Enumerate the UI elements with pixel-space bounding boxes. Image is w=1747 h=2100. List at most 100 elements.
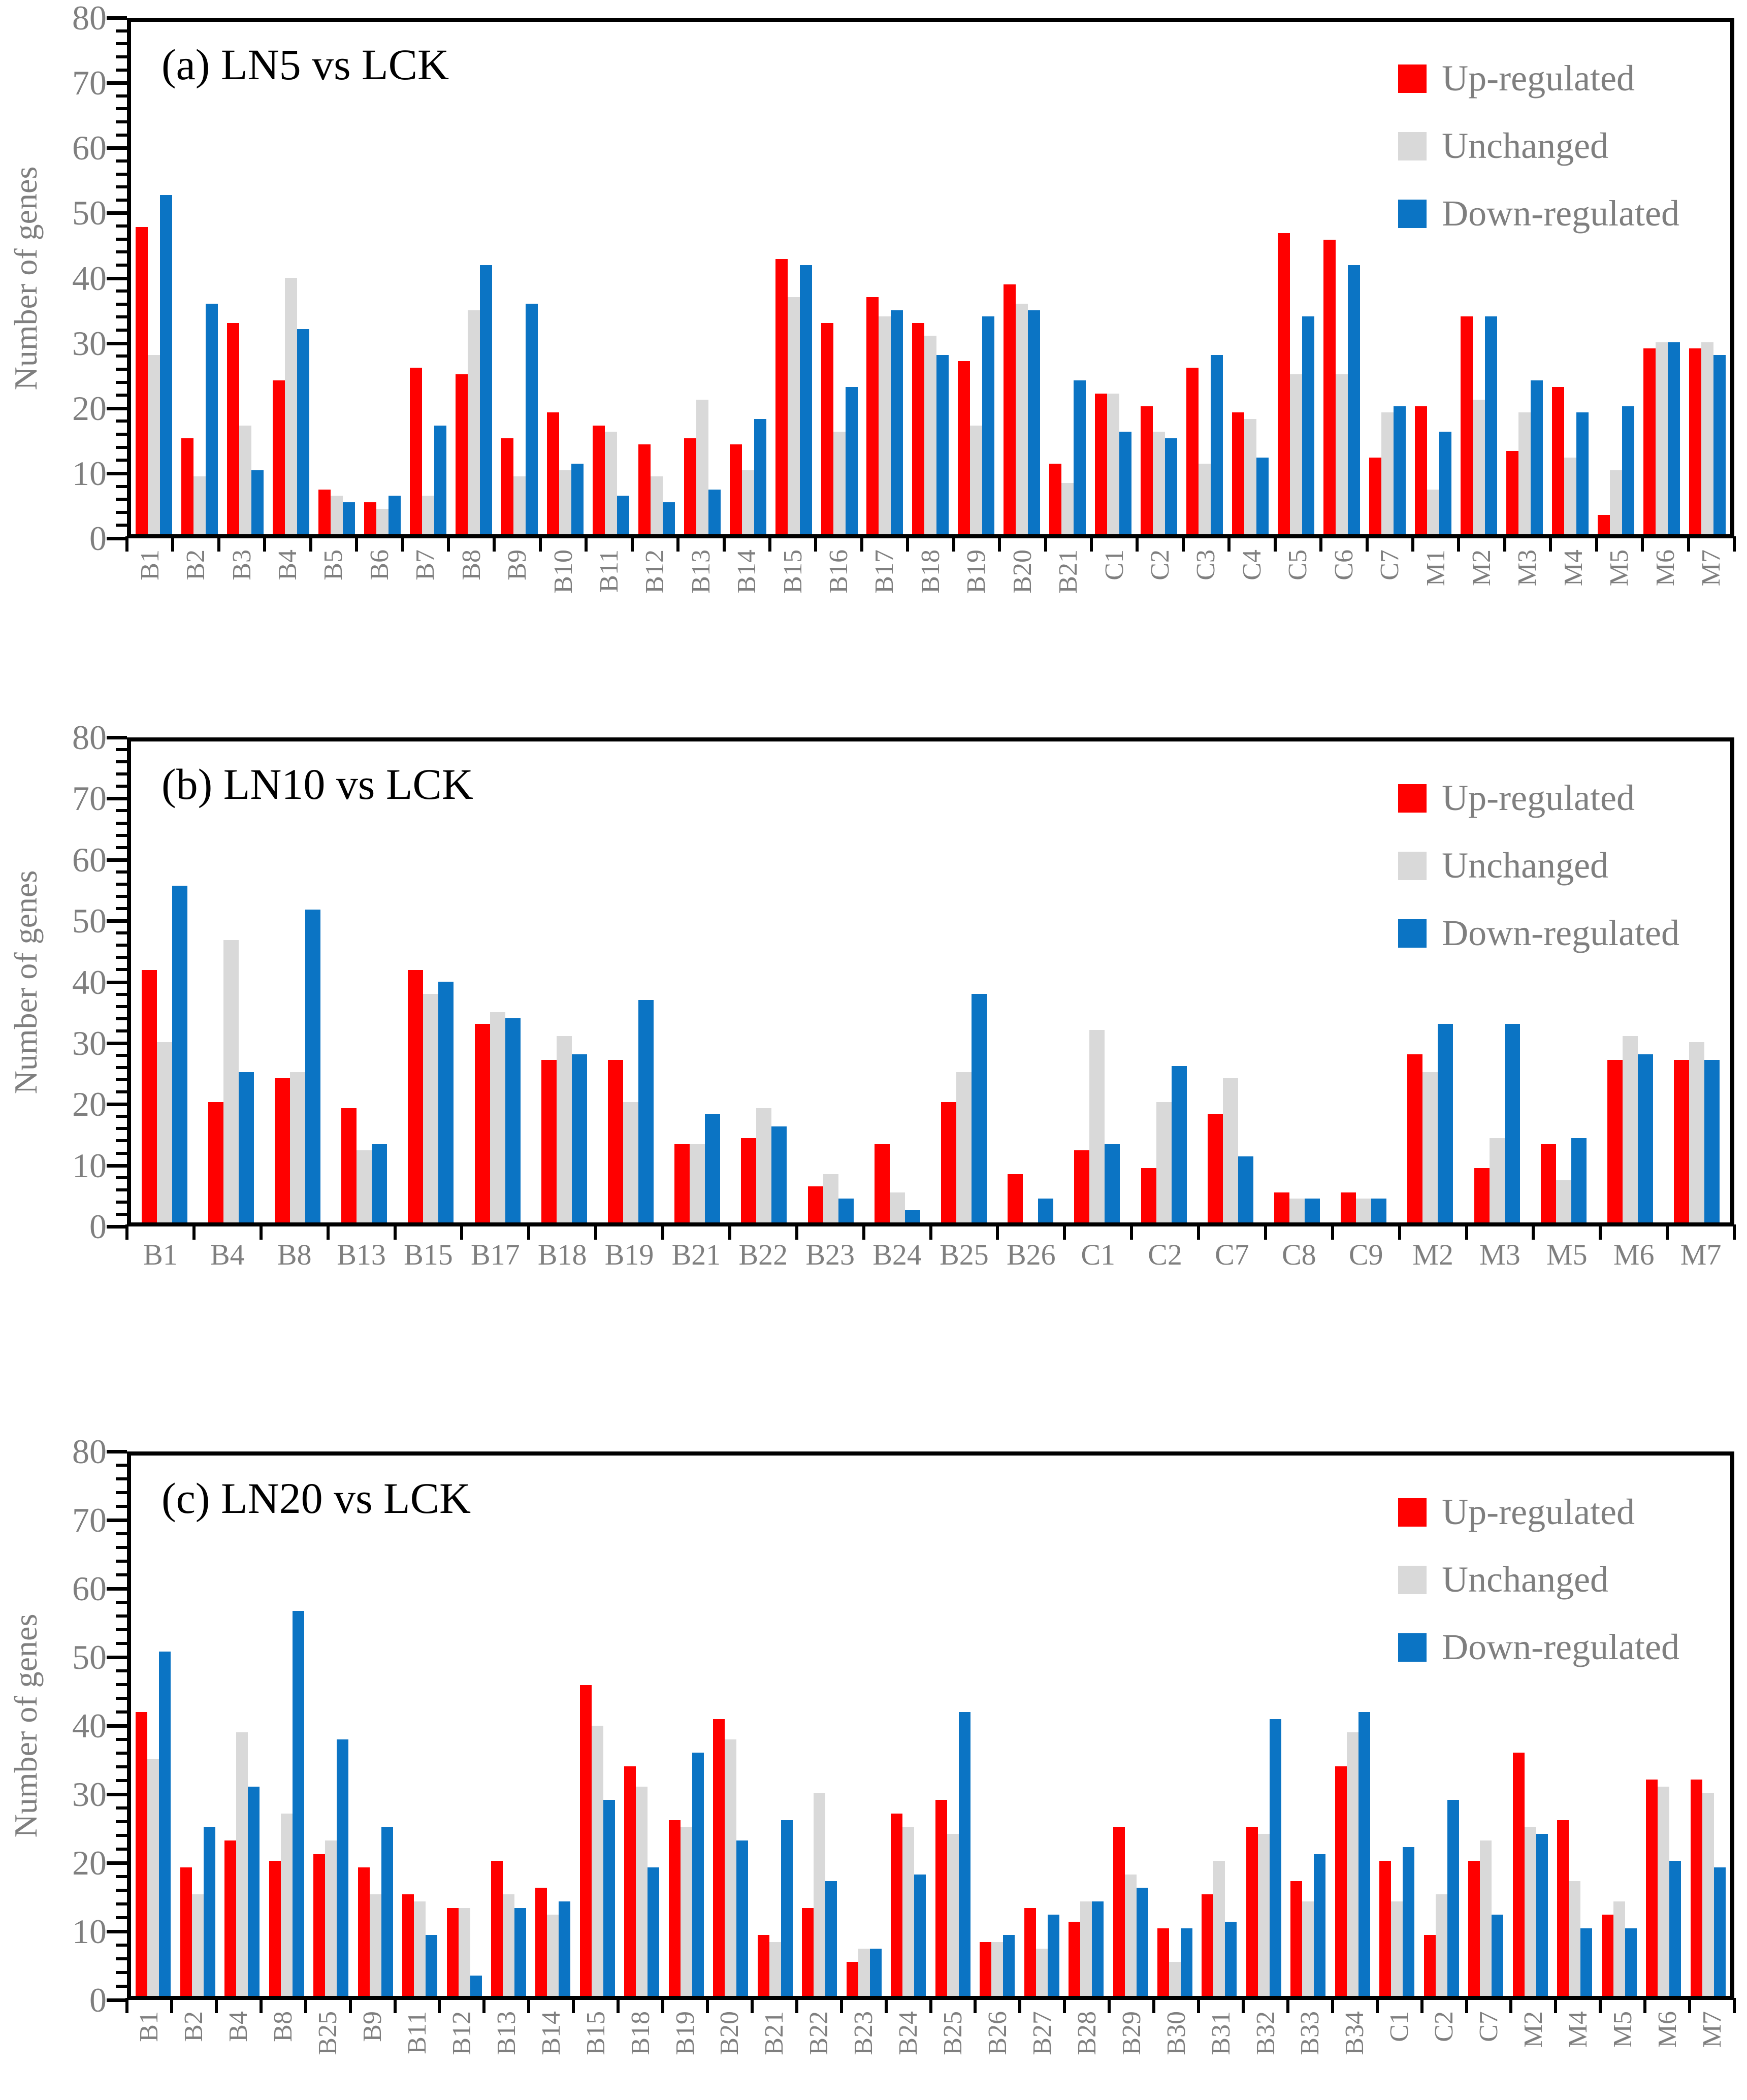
x-category-cell: M6 <box>1600 1238 1667 1304</box>
bar-up-regulated-B17 <box>866 297 879 534</box>
x-category-label: B3 <box>227 550 256 580</box>
y-tick <box>116 498 127 501</box>
bar-up-regulated-B22 <box>741 1138 757 1222</box>
legend-entry: Down-regulated <box>1398 1626 1679 1668</box>
y-tick <box>107 1519 127 1522</box>
x-category-label: B19 <box>670 2011 700 2055</box>
bar-down-regulated-C1 <box>1105 1144 1120 1222</box>
y-tick <box>116 1697 127 1700</box>
bar-group-B8-2 <box>264 910 331 1222</box>
bar-down-regulated-B1 <box>172 886 187 1222</box>
y-tick <box>116 1127 127 1130</box>
x-category-cell: C4 <box>1229 550 1275 682</box>
bar-unchanged-B32 <box>1257 1834 1270 1996</box>
y-tick <box>116 68 127 72</box>
x-category-cell: B24 <box>864 1238 931 1304</box>
x-category-cell: M4 <box>1556 2011 1601 2100</box>
bar-unchanged-B29 <box>1124 1875 1137 1996</box>
bar-down-regulated-B17 <box>891 310 903 534</box>
bar-group-B25-4 <box>309 1739 353 1996</box>
y-tick <box>116 133 127 137</box>
bar-group-C6-26 <box>1319 240 1365 534</box>
bar-group-B14-9 <box>531 1888 575 1996</box>
bar-unchanged-M5 <box>1609 470 1622 534</box>
x-category-label: B15 <box>404 1238 453 1271</box>
bar-unchanged-B30 <box>1169 1962 1181 1996</box>
bar-up-regulated-B12 <box>446 1908 459 1996</box>
bar-up-regulated-M6 <box>1607 1060 1623 1222</box>
bar-unchanged-C1 <box>1107 394 1120 534</box>
bar-unchanged-C2 <box>1435 1894 1447 1996</box>
y-tick <box>107 276 127 280</box>
bar-unchanged-B5 <box>330 496 343 534</box>
bar-group-M2-19 <box>1397 1024 1464 1222</box>
bars-layer <box>131 741 1730 1222</box>
x-category-label: M3 <box>1479 1238 1520 1271</box>
y-tick <box>107 406 127 410</box>
x-category-label: M5 <box>1546 1238 1588 1271</box>
bar-down-regulated-C6 <box>1348 265 1361 534</box>
bar-unchanged-C7 <box>1381 412 1394 534</box>
bar-up-regulated-B25 <box>941 1102 957 1222</box>
bar-up-regulated-M3 <box>1474 1168 1490 1222</box>
bar-down-regulated-B4 <box>297 329 309 534</box>
bar-group-B17-16 <box>862 297 908 534</box>
bar-unchanged-C8 <box>1289 1199 1305 1222</box>
x-category-cell: B33 <box>1288 2011 1333 2100</box>
x-category-cell: B11 <box>586 550 632 682</box>
x-category-cell: B9 <box>350 2011 395 2100</box>
legend-swatch-down-regulated <box>1398 919 1427 948</box>
bar-up-regulated-B26 <box>1008 1174 1023 1222</box>
y-tick <box>116 1066 127 1070</box>
x-category-cell: C8 <box>1266 1238 1333 1304</box>
x-category-cell: C7 <box>1467 2011 1511 2100</box>
y-tick-label: 80 <box>72 718 107 757</box>
x-category-cell: M5 <box>1597 550 1642 682</box>
bar-up-regulated-M7 <box>1690 1780 1702 1996</box>
x-category-label: B15 <box>778 550 807 594</box>
bar-group-B2-1 <box>177 304 222 534</box>
bar-up-regulated-B3 <box>227 323 239 534</box>
panel-title: (c) LN20 vs LCK <box>161 1474 471 1523</box>
bar-unchanged-B15 <box>591 1726 603 1996</box>
x-category-cell: M2 <box>1511 2011 1556 2100</box>
bar-down-regulated-C2 <box>1171 1066 1187 1222</box>
y-tick <box>116 1546 127 1549</box>
bar-down-regulated-B26 <box>1038 1199 1054 1222</box>
bar-down-regulated-C8 <box>1305 1199 1320 1222</box>
x-category-cell: B6 <box>357 550 402 682</box>
bar-unchanged-M3 <box>1489 1138 1505 1222</box>
bar-down-regulated-B8 <box>305 910 320 1222</box>
bar-group-B15-10 <box>575 1685 620 1996</box>
y-tick <box>116 445 127 449</box>
bar-up-regulated-B9 <box>358 1867 370 1996</box>
bar-group-C7-27 <box>1365 406 1410 534</box>
bar-down-regulated-M6 <box>1638 1054 1654 1222</box>
bar-unchanged-B2 <box>193 476 206 534</box>
bar-group-B33-26 <box>1286 1854 1330 1996</box>
bar-down-regulated-B15 <box>603 1800 615 1996</box>
y-tick <box>116 992 127 996</box>
bar-unchanged-B18 <box>556 1036 572 1222</box>
bar-unchanged-M5 <box>1556 1180 1571 1222</box>
bar-down-regulated-B13 <box>372 1144 387 1222</box>
bar-group-B1-0 <box>131 1652 175 1996</box>
bar-down-regulated-B8 <box>292 1611 304 1996</box>
x-category-label: B30 <box>1161 2011 1191 2055</box>
bar-group-B15-4 <box>398 970 464 1222</box>
x-category-label: B5 <box>319 550 348 580</box>
x-category-label: B31 <box>1206 2011 1236 2055</box>
bar-down-regulated-B1 <box>159 1652 171 1996</box>
y-tick <box>116 172 127 176</box>
bar-group-B27-20 <box>1019 1908 1063 1996</box>
bar-down-regulated-B4 <box>248 1787 260 1996</box>
bar-up-regulated-B5 <box>318 490 331 534</box>
x-category-label: B13 <box>337 1238 386 1271</box>
y-tick <box>107 919 127 923</box>
x-category-cell: B19 <box>954 550 999 682</box>
bar-group-B19-7 <box>597 1000 664 1222</box>
bar-down-regulated-B20 <box>1028 310 1041 534</box>
x-category-cell: B15 <box>395 1238 462 1304</box>
y-tick <box>116 1902 127 1905</box>
bar-up-regulated-B15 <box>579 1685 592 1996</box>
